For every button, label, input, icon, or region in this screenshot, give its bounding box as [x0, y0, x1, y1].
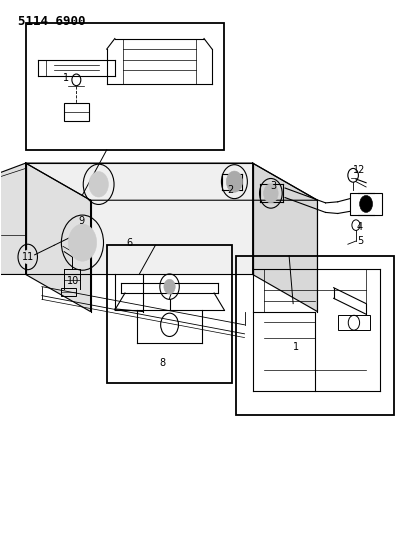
Bar — [236, 256, 395, 415]
Text: 1: 1 — [63, 73, 69, 83]
Bar — [64, 103, 89, 120]
Bar — [26, 22, 224, 150]
Text: 9: 9 — [79, 216, 85, 227]
Text: 6: 6 — [126, 238, 132, 248]
Circle shape — [264, 184, 278, 203]
Text: 5: 5 — [357, 236, 363, 246]
Text: 7: 7 — [166, 290, 173, 301]
Text: 12: 12 — [353, 165, 365, 175]
Bar — [107, 245, 233, 383]
Circle shape — [89, 172, 109, 197]
Polygon shape — [253, 163, 317, 312]
Polygon shape — [26, 163, 317, 200]
Circle shape — [68, 224, 97, 261]
Circle shape — [226, 171, 242, 192]
Text: 4: 4 — [357, 222, 363, 232]
Text: 5114 6900: 5114 6900 — [18, 14, 85, 28]
Polygon shape — [26, 163, 91, 312]
Text: 11: 11 — [22, 252, 34, 262]
Circle shape — [164, 279, 175, 294]
Text: 1: 1 — [293, 342, 299, 352]
Bar — [61, 288, 76, 296]
Text: 8: 8 — [160, 358, 166, 368]
Bar — [338, 316, 370, 330]
Bar — [350, 193, 382, 215]
Text: 3: 3 — [271, 181, 277, 191]
Text: 2: 2 — [227, 184, 233, 195]
Polygon shape — [26, 163, 253, 274]
Text: 10: 10 — [67, 276, 80, 286]
Circle shape — [359, 196, 373, 213]
Polygon shape — [0, 163, 26, 274]
Circle shape — [22, 250, 33, 264]
